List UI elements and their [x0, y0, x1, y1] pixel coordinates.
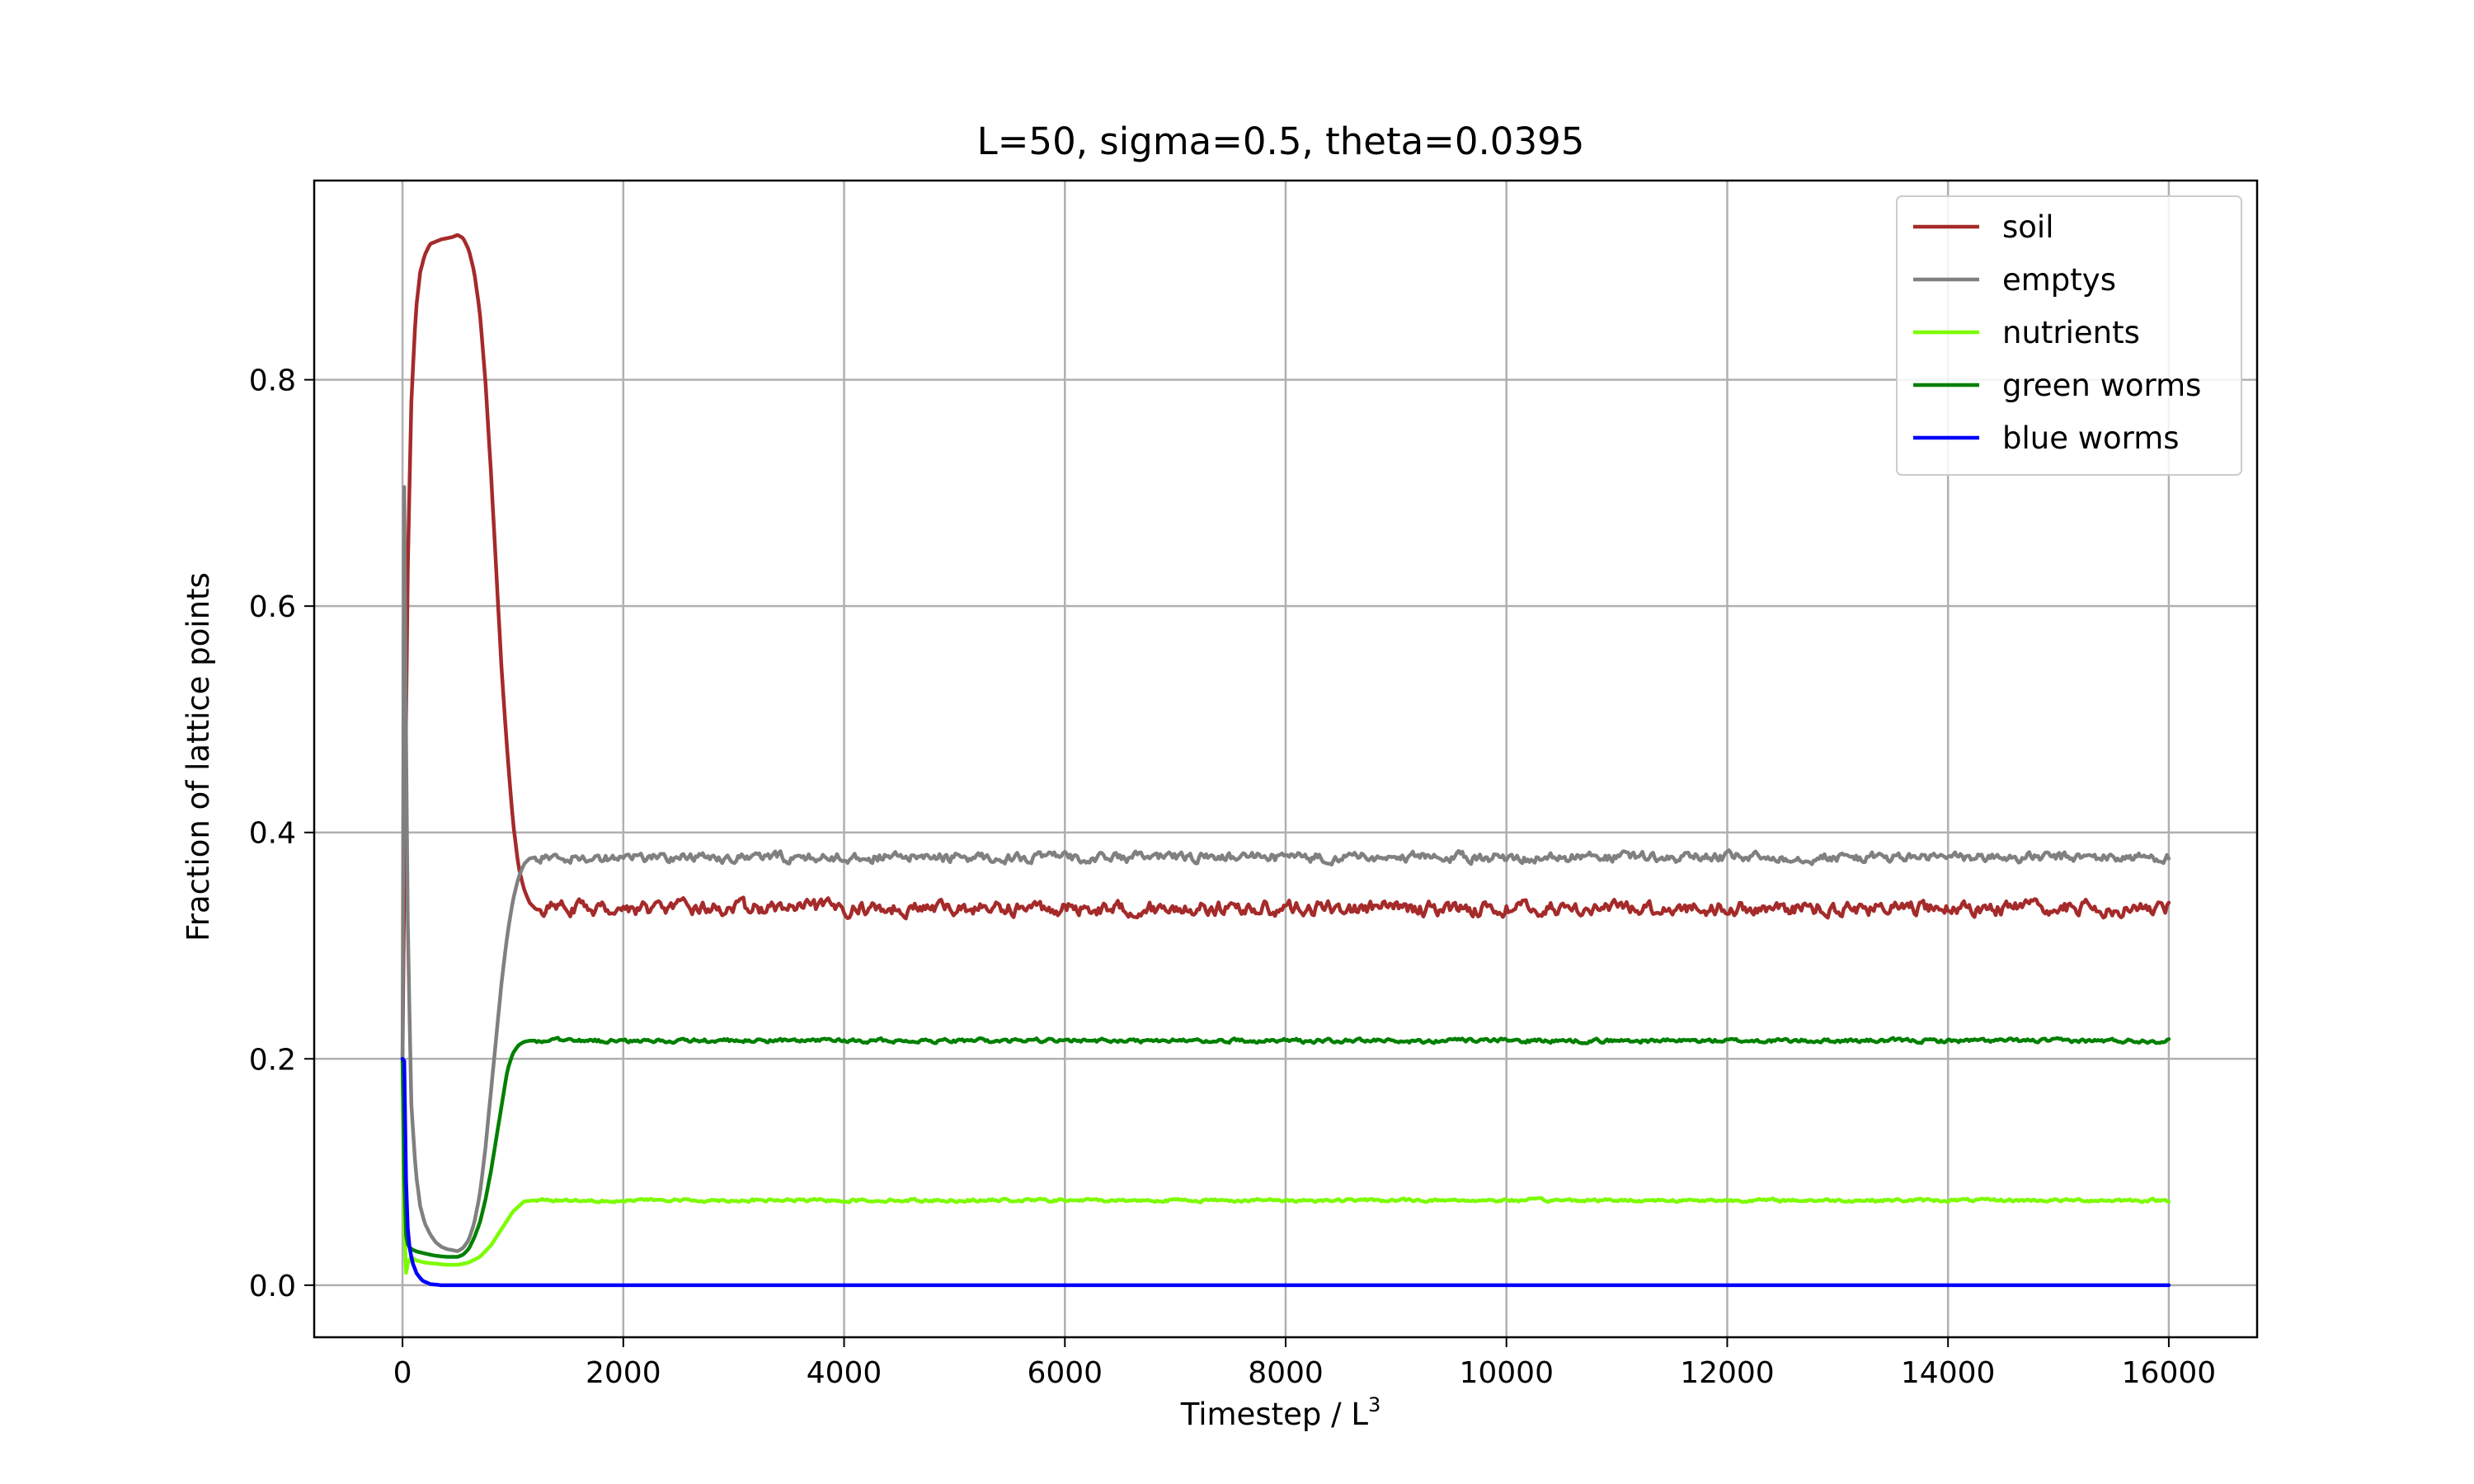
y-tick-label: 0.8: [249, 364, 296, 398]
x-tick-label: 8000: [1248, 1356, 1324, 1390]
x-tick-label: 2000: [586, 1356, 661, 1390]
legend-entry-label: soil: [2002, 209, 2053, 245]
x-axis-label-text: Timestep / L: [1180, 1397, 1369, 1432]
x-tick-label: 14000: [1901, 1356, 1996, 1390]
series-line-emptys: [400, 485, 2171, 1253]
y-tick-label: 0.4: [249, 817, 296, 851]
y-ticks: 0.0 0.2 0.4 0.6 0.8: [249, 364, 314, 1303]
series-line-nutrients: [400, 1057, 2171, 1275]
y-tick-label: 0.2: [249, 1043, 296, 1077]
series-line-blue-worms: [400, 1057, 2171, 1288]
y-axis-label: Fraction of lattice points: [181, 572, 216, 942]
legend-entry-label: nutrients: [2002, 315, 2140, 350]
x-tick-label: 4000: [807, 1356, 882, 1390]
x-axis-label: Timestep / L3: [1180, 1393, 1380, 1432]
legend-box: [1896, 195, 2242, 476]
legend-entry-label: emptys: [2002, 262, 2116, 298]
y-tick-label: 0.0: [249, 1270, 296, 1303]
series-line-soil: [400, 232, 2171, 1061]
x-ticks: 0 2000 4000 6000 8000 10000 12000 14000 16000: [393, 1337, 2217, 1390]
series-line-green-worms: [400, 1036, 2171, 1259]
series-layer: [400, 232, 2171, 1288]
legend: soil emptys nutrients green worms blue worms: [1896, 195, 2242, 476]
y-tick-label: 0.6: [249, 590, 296, 624]
x-tick-label: 10000: [1459, 1356, 1554, 1390]
legend-entry-label: green worms: [2002, 368, 2201, 403]
x-axis-label-superscript: 3: [1368, 1393, 1380, 1416]
x-tick-label: 6000: [1027, 1356, 1103, 1390]
x-tick-label: 0: [393, 1356, 412, 1390]
x-tick-label: 12000: [1680, 1356, 1775, 1390]
x-tick-label: 16000: [2122, 1356, 2217, 1390]
chart-title: L=50, sigma=0.5, theta=0.0395: [977, 120, 1585, 163]
legend-entry-label: blue worms: [2002, 420, 2180, 456]
